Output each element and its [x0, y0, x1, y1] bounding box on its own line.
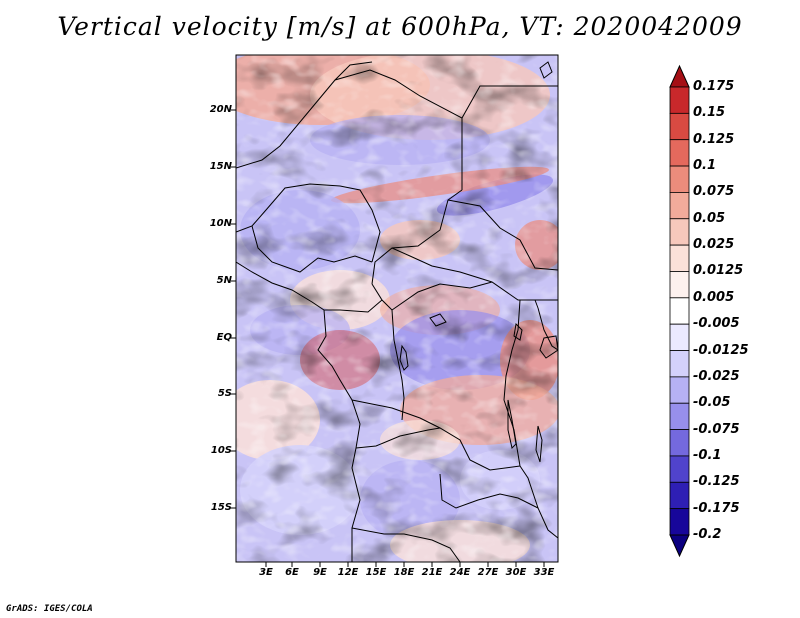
colorbar-label: -0.005 — [693, 316, 740, 332]
colorbar-label: 0.075 — [693, 184, 735, 200]
lon-label: 27E — [477, 567, 499, 578]
map-title: Vertical velocity [m/s] at 600hPa, VT: 2… — [57, 12, 743, 41]
lat-label: 10S — [210, 445, 232, 456]
lat-label: EQ — [216, 332, 232, 343]
colorbar — [669, 64, 690, 558]
lon-label: 3E — [259, 567, 273, 578]
colorbar-top-triangle — [669, 64, 690, 88]
lon-label: 24E — [449, 567, 471, 578]
colorbar-label: 0.125 — [693, 131, 735, 147]
colorbar-segment — [669, 165, 690, 193]
colorbar-segment — [669, 455, 690, 483]
lon-label: 33E — [533, 567, 555, 578]
colorbar-label: 0.15 — [693, 105, 726, 121]
colorbar-segment — [669, 244, 690, 272]
colorbar-bottom-triangle — [669, 534, 690, 558]
lat-ticks — [231, 109, 236, 509]
colorbar-label: -0.0125 — [693, 342, 749, 358]
colorbar-segment — [669, 112, 690, 141]
colorbar-segment — [669, 481, 690, 510]
lon-label: 18E — [393, 567, 415, 578]
lat-label: 10N — [209, 218, 232, 229]
colorbar-label: -0.025 — [693, 368, 740, 384]
lon-label: 12E — [337, 567, 359, 578]
colorbar-label: 0.175 — [693, 79, 735, 94]
colorbar-label: -0.125 — [693, 474, 740, 490]
colorbar-segment — [669, 86, 690, 114]
country-borders — [236, 61, 558, 562]
colorbar-label: -0.175 — [693, 500, 740, 516]
lon-label: 30E — [505, 567, 527, 578]
colorbar-label: 0.005 — [693, 289, 735, 305]
colorbar-label: -0.1 — [693, 447, 722, 463]
lat-label: 20N — [209, 104, 232, 115]
credit-text: GrADS: IGES/COLA — [6, 604, 93, 614]
colorbar-label: -0.2 — [693, 527, 722, 542]
colorbar-segment — [669, 297, 690, 325]
lon-label: 21E — [421, 567, 443, 578]
colorbar-segment — [669, 218, 690, 246]
colorbar-label: 0.1 — [693, 158, 717, 174]
colorbar-segment — [669, 376, 690, 404]
lon-label: 15E — [365, 567, 387, 578]
colorbar-segment — [669, 192, 690, 220]
colorbar-label: 0.025 — [693, 237, 735, 253]
colorbar-segment — [669, 139, 690, 167]
velocity-field — [236, 55, 558, 562]
colorbar-label: -0.05 — [693, 395, 731, 411]
colorbar-segment — [669, 402, 690, 430]
lat-label: 5N — [216, 275, 232, 286]
lon-label: 9E — [313, 567, 327, 578]
colorbar-segment — [669, 271, 690, 299]
colorbar-segment — [669, 350, 690, 378]
lon-label: 6E — [285, 567, 299, 578]
colorbar-label: 0.05 — [693, 210, 726, 226]
colorbar-label: 0.0125 — [693, 263, 744, 279]
colorbar-label: -0.075 — [693, 421, 740, 437]
lon-ticks — [265, 562, 545, 567]
lat-label: 15S — [210, 502, 232, 513]
colorbar-segment — [669, 429, 690, 457]
colorbar-segment — [669, 508, 690, 536]
lat-label: 5S — [217, 388, 232, 399]
lat-label: 15N — [209, 161, 232, 172]
map-frame — [235, 54, 559, 563]
colorbar-segment — [669, 323, 690, 351]
